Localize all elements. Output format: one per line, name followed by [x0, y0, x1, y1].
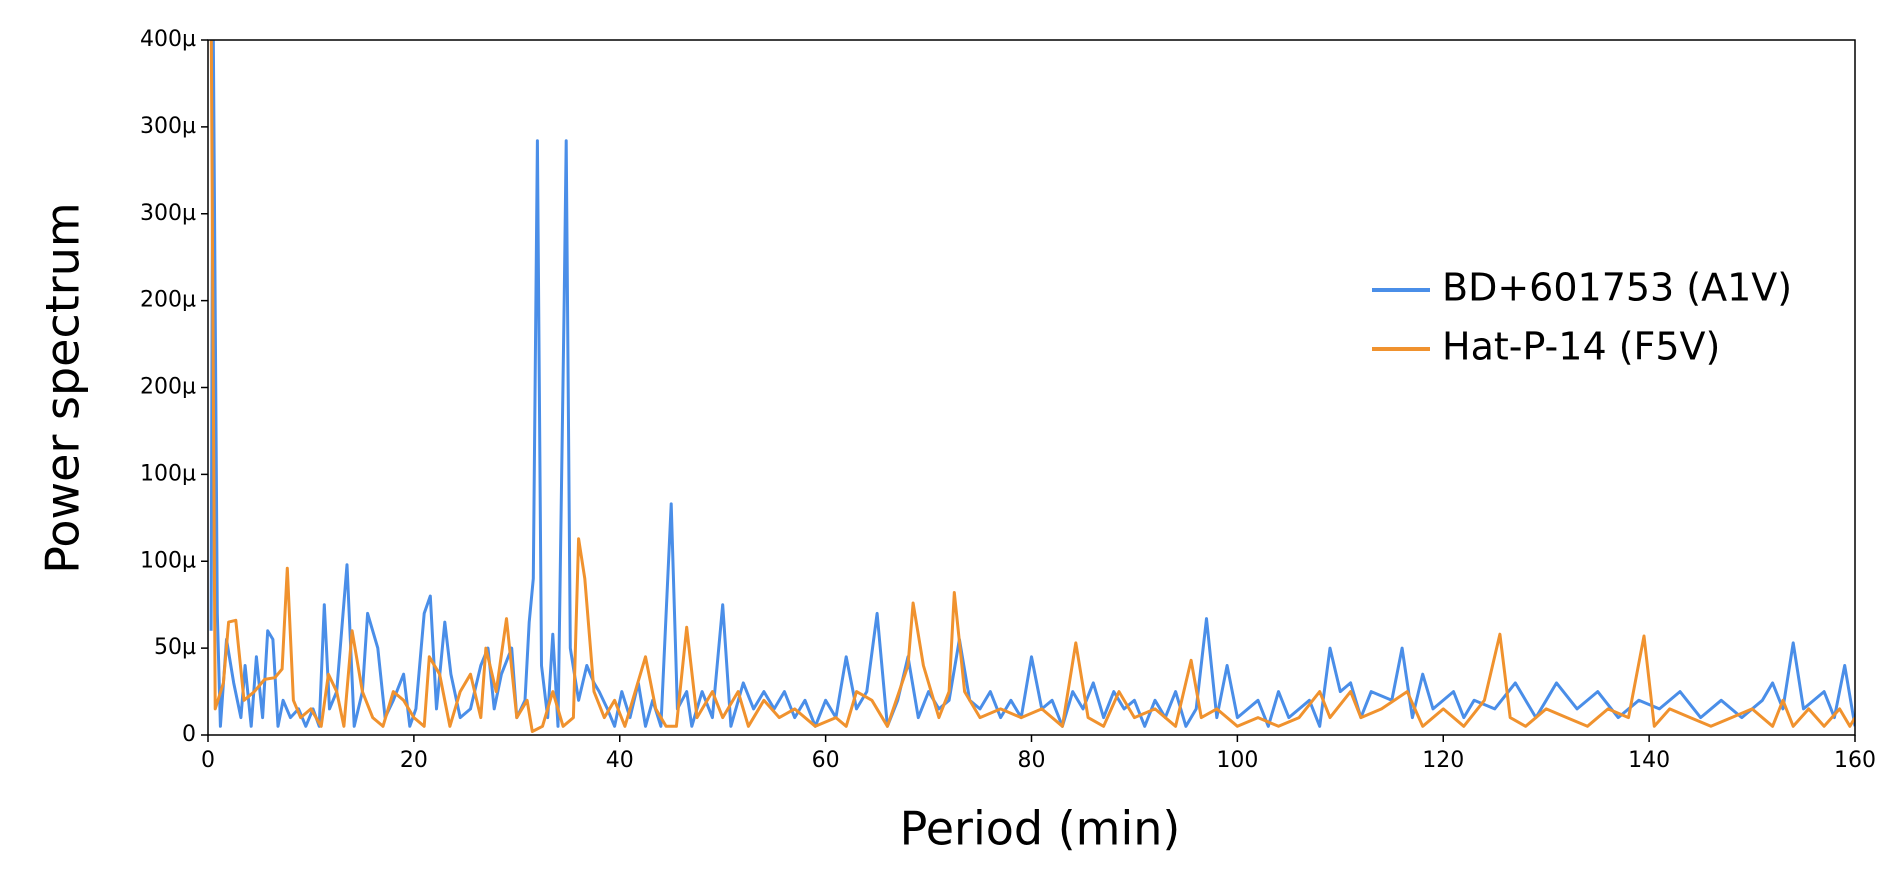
x-axis-title: Period (min)	[900, 802, 1181, 856]
y-tick-label: 100µ	[140, 548, 196, 573]
y-tick-label: 300µ	[140, 201, 196, 226]
x-tick-label: 40	[606, 748, 634, 773]
x-tick-label: 60	[812, 748, 840, 773]
x-tick-label: 20	[400, 748, 428, 773]
x-tick-label: 0	[201, 748, 215, 773]
x-tick-label: 80	[1018, 748, 1046, 773]
y-tick-label: 200µ	[140, 288, 196, 313]
x-tick-label: 100	[1216, 748, 1258, 773]
plot-area	[209, 40, 1855, 733]
y-tick-label: 0	[182, 722, 196, 747]
legend-label: BD+601753 (A1V)	[1442, 266, 1792, 310]
y-tick-label: 100µ	[140, 461, 196, 486]
y-tick-label: 200µ	[140, 375, 196, 400]
x-tick-label: 140	[1628, 748, 1670, 773]
x-tick-label: 160	[1834, 748, 1876, 773]
y-tick-label: 50µ	[154, 635, 196, 660]
x-tick-label: 120	[1422, 748, 1464, 773]
series-line	[209, 40, 1855, 733]
y-tick-label: 400µ	[140, 27, 196, 52]
y-axis-title: Power spectrum	[36, 202, 90, 573]
y-tick-label: 300µ	[140, 114, 196, 139]
plot-frame	[207, 39, 1856, 736]
legend-label: Hat-P-14 (F5V)	[1442, 325, 1720, 369]
